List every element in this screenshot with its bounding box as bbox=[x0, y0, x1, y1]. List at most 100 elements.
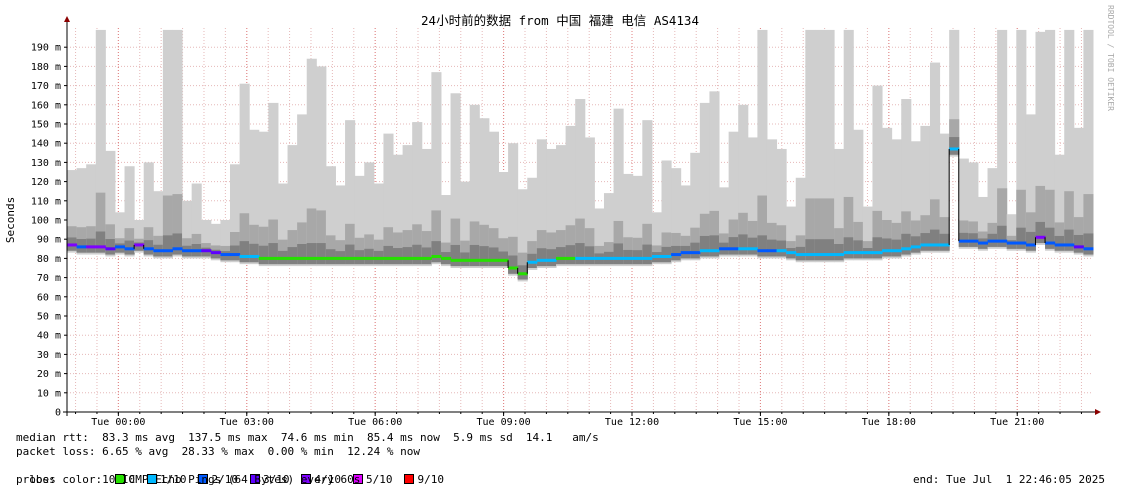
smoke-band-light bbox=[987, 168, 998, 249]
median-segment bbox=[527, 260, 538, 264]
smoke-band-light bbox=[805, 29, 816, 263]
smoke-band-dark bbox=[939, 233, 950, 251]
legend-item: 1/10 bbox=[146, 473, 186, 486]
median-segment bbox=[105, 247, 116, 251]
smoke-band-light bbox=[345, 120, 356, 267]
y-tick-label: 0 bbox=[55, 408, 61, 419]
smoke-band-light bbox=[910, 141, 921, 255]
median-segment bbox=[987, 239, 998, 243]
smoke-band-light bbox=[565, 125, 576, 267]
smoke-band-light bbox=[1083, 29, 1094, 257]
median-segment bbox=[901, 247, 912, 251]
smoke-band-dark bbox=[297, 244, 308, 265]
median-segment bbox=[738, 247, 749, 251]
median-segment bbox=[335, 256, 346, 260]
smoke-band-mid bbox=[431, 210, 442, 263]
smoke-band-light bbox=[287, 145, 298, 267]
median-segment bbox=[766, 249, 778, 253]
smoke-band-mid bbox=[709, 210, 720, 257]
median-segment bbox=[1054, 243, 1065, 247]
smoke-band-mid bbox=[642, 223, 653, 265]
smoke-band-mid bbox=[306, 208, 317, 265]
smoke-band-light bbox=[709, 91, 720, 259]
median-segment bbox=[373, 256, 384, 260]
smoke-band-light bbox=[383, 133, 394, 267]
smoke-band-light bbox=[977, 196, 989, 251]
smoke-bands bbox=[67, 29, 1094, 282]
smoke-band-mid bbox=[805, 198, 816, 261]
median-segment bbox=[1073, 245, 1084, 249]
smoke-band-light bbox=[949, 29, 960, 157]
smoke-band-dark bbox=[766, 239, 778, 257]
median-segment bbox=[872, 251, 883, 255]
smoke-band-mid bbox=[843, 196, 854, 259]
legend-label: 5/10 bbox=[365, 473, 393, 486]
legend-label: 9/10 bbox=[417, 473, 444, 486]
smoke-band-mid bbox=[584, 228, 595, 265]
smoke-band-light bbox=[412, 122, 423, 267]
smoke-band-light bbox=[891, 139, 902, 259]
y-tick-label: 190 m bbox=[31, 43, 61, 54]
smoke-band-light bbox=[114, 212, 126, 255]
median-segment bbox=[613, 256, 624, 260]
smoke-band-light bbox=[556, 145, 567, 267]
smoke-band-dark bbox=[172, 233, 183, 255]
smoke-band-light bbox=[421, 148, 432, 267]
median-segment bbox=[498, 258, 509, 262]
smoke-band-dark bbox=[920, 233, 931, 251]
median-segment bbox=[843, 251, 854, 255]
legend-swatch bbox=[404, 474, 415, 484]
y-tick-label: 150 m bbox=[31, 120, 61, 131]
median-segment bbox=[805, 253, 816, 257]
smoke-band-light bbox=[220, 220, 231, 263]
median-segment bbox=[910, 245, 921, 249]
median-segment bbox=[67, 243, 78, 247]
median-segment bbox=[287, 256, 298, 260]
smoke-band-light bbox=[258, 131, 269, 267]
smoke-band-light bbox=[747, 137, 758, 257]
median-segment bbox=[632, 256, 643, 260]
smoke-band-dark bbox=[738, 234, 749, 255]
smoke-band-dark bbox=[95, 231, 106, 253]
median-segment bbox=[412, 256, 423, 260]
smoke-band-mid bbox=[450, 218, 461, 267]
y-tick-label: 80 m bbox=[37, 254, 61, 265]
smoke-band-dark bbox=[709, 235, 720, 257]
smoke-band-light bbox=[498, 172, 509, 268]
median-segment bbox=[1025, 243, 1036, 247]
median-segment bbox=[929, 243, 941, 247]
smoke-band-mid bbox=[1035, 185, 1046, 244]
smoke-band-dark bbox=[306, 243, 317, 265]
smoke-band-mid bbox=[901, 211, 912, 255]
smoke-band-light bbox=[920, 125, 931, 253]
smoke-band-dark bbox=[249, 243, 260, 263]
smoke-band-mid bbox=[738, 212, 749, 255]
smoke-band-dark bbox=[699, 235, 710, 257]
smoke-band-light bbox=[1006, 214, 1017, 251]
smoke-band-light bbox=[239, 83, 250, 265]
smoke-band-mid bbox=[1083, 194, 1094, 255]
median-segment bbox=[824, 253, 835, 257]
median-segment bbox=[393, 256, 404, 260]
median-segment bbox=[210, 251, 221, 255]
smoke-band-dark bbox=[843, 237, 854, 259]
median-segment bbox=[297, 256, 308, 260]
smoke-band-mid bbox=[316, 210, 327, 265]
smoke-band-dark bbox=[728, 237, 739, 255]
y-tick-labels: 0 10 m 20 m 30 m 40 m 50 m 60 m 70 m 80 m 90 m 100… bbox=[31, 43, 61, 419]
smoke-band-light bbox=[373, 183, 384, 267]
y-tick-label: 110 m bbox=[31, 196, 61, 207]
smoke-band-dark bbox=[584, 246, 595, 265]
smoke-band-light bbox=[210, 223, 221, 261]
smoke-band-dark bbox=[556, 247, 567, 265]
smoke-band-dark bbox=[642, 244, 653, 265]
smoke-band-dark bbox=[393, 248, 404, 265]
median-segment bbox=[651, 254, 663, 258]
smoke-band-dark bbox=[316, 243, 327, 265]
smoke-band-light bbox=[584, 137, 595, 267]
smoke-band-mid bbox=[268, 219, 279, 265]
smoke-band-light bbox=[517, 189, 528, 282]
smoke-band-dark bbox=[230, 245, 241, 261]
smoke-band-light bbox=[738, 104, 749, 257]
smoke-band-light bbox=[95, 29, 106, 255]
